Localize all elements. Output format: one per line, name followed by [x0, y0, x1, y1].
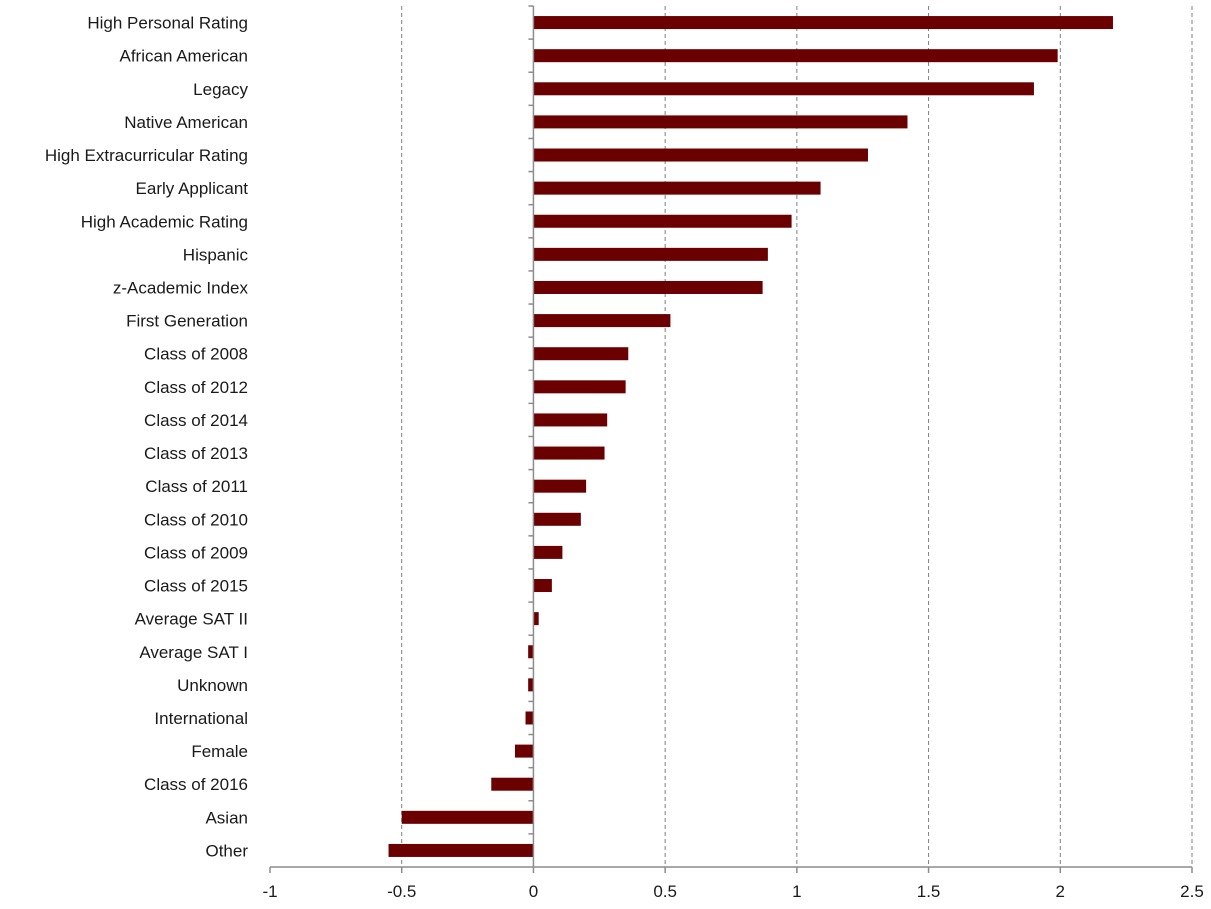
x-tick-label-0: -1 — [262, 882, 277, 901]
category-label-12: Class of 2014 — [144, 411, 248, 430]
category-label-4: High Extracurricular Rating — [45, 146, 248, 165]
bar-16 — [533, 545, 563, 559]
bar-18 — [533, 612, 539, 626]
x-tick-label-7: 2.5 — [1180, 882, 1204, 901]
x-tick-labels: -1 -0.5 0 0.5 1 1.5 2 2.5 — [262, 882, 1203, 901]
bar-12 — [533, 413, 608, 427]
bar-8 — [533, 280, 763, 294]
category-label-0: High Personal Rating — [87, 14, 248, 33]
bar-22 — [514, 744, 534, 758]
category-label-3: Native American — [124, 113, 248, 132]
category-label-10: Class of 2008 — [144, 345, 248, 364]
bar-14 — [533, 479, 587, 493]
bar-23 — [491, 777, 534, 791]
bar-13 — [533, 446, 605, 460]
x-tick-label-3: 0.5 — [653, 882, 677, 901]
category-label-11: Class of 2012 — [144, 378, 248, 397]
category-label-23: Class of 2016 — [144, 775, 248, 794]
category-label-13: Class of 2013 — [144, 444, 248, 463]
bar-2 — [533, 82, 1034, 96]
x-tick-label-5: 1.5 — [917, 882, 941, 901]
category-label-2: Legacy — [193, 80, 248, 99]
bar-15 — [533, 512, 581, 526]
category-label-9: First Generation — [126, 312, 248, 331]
x-tick-label-6: 2 — [1056, 882, 1065, 901]
bar-9 — [533, 314, 671, 328]
category-label-7: Hispanic — [183, 245, 249, 264]
bars — [388, 16, 1113, 857]
category-label-1: African American — [120, 47, 249, 66]
bar-7 — [533, 247, 768, 261]
bar-21 — [525, 711, 534, 725]
category-label-6: High Academic Rating — [81, 212, 248, 231]
bar-4 — [533, 148, 868, 162]
category-label-17: Class of 2015 — [144, 577, 248, 596]
x-tick-label-1: -0.5 — [387, 882, 416, 901]
bar-6 — [533, 214, 792, 228]
x-tick-label-2: 0 — [529, 882, 538, 901]
bar-19 — [528, 645, 534, 659]
category-label-24: Asian — [205, 808, 248, 827]
category-label-14: Class of 2011 — [145, 477, 248, 496]
category-label-19: Average SAT I — [139, 643, 248, 662]
axes — [269, 5, 1193, 873]
bar-17 — [533, 579, 552, 593]
bar-3 — [533, 115, 908, 129]
x-tick-label-4: 1 — [792, 882, 801, 901]
bar-25 — [388, 843, 534, 857]
bar-10 — [533, 347, 629, 361]
category-label-18: Average SAT II — [135, 610, 248, 629]
category-label-20: Unknown — [177, 676, 248, 695]
bar-11 — [533, 380, 626, 394]
category-label-5: Early Applicant — [136, 179, 249, 198]
category-label-22: Female — [191, 742, 248, 761]
bar-0 — [533, 16, 1113, 30]
category-label-15: Class of 2010 — [144, 510, 248, 529]
bar-1 — [533, 49, 1058, 63]
category-labels: High Personal Rating African American Lega… — [45, 14, 249, 861]
bar-5 — [533, 181, 821, 195]
grid-lines — [401, 6, 1193, 867]
category-label-25: Other — [205, 841, 248, 860]
category-label-8: z-Academic Index — [113, 278, 249, 297]
bar-24 — [401, 810, 534, 824]
category-label-21: International — [154, 709, 248, 728]
category-label-16: Class of 2009 — [144, 543, 248, 562]
bar-20 — [528, 678, 534, 692]
